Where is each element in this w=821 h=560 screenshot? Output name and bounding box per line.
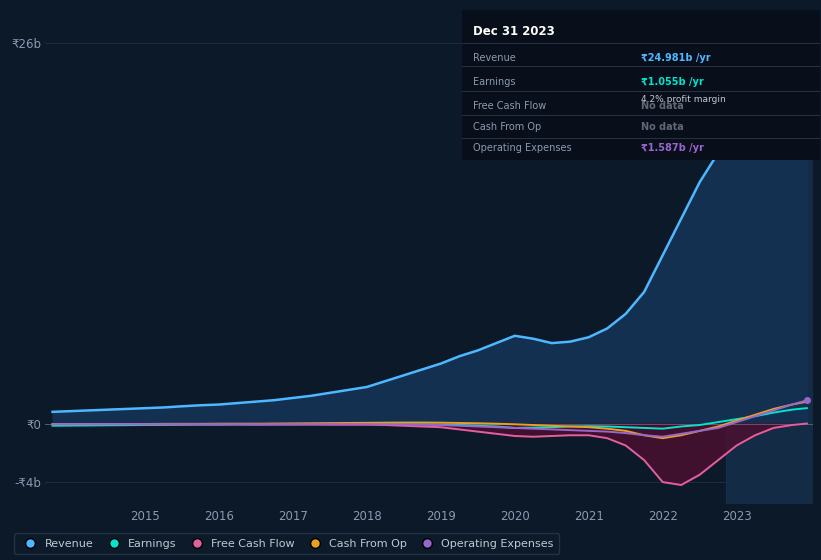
Bar — [726, 14, 814, 504]
Text: ₹1.587b /yr: ₹1.587b /yr — [641, 143, 704, 153]
Text: Earnings: Earnings — [473, 77, 516, 87]
Text: Cash From Op: Cash From Op — [473, 122, 541, 132]
Text: Revenue: Revenue — [473, 53, 516, 63]
Text: ₹24.981b /yr: ₹24.981b /yr — [641, 53, 711, 63]
Text: 4.2% profit margin: 4.2% profit margin — [641, 96, 726, 105]
Text: No data: No data — [641, 101, 684, 111]
Text: Operating Expenses: Operating Expenses — [473, 143, 571, 153]
Text: No data: No data — [641, 122, 684, 132]
Legend: Revenue, Earnings, Free Cash Flow, Cash From Op, Operating Expenses: Revenue, Earnings, Free Cash Flow, Cash … — [14, 533, 559, 554]
Text: Dec 31 2023: Dec 31 2023 — [473, 25, 554, 38]
Text: ₹1.055b /yr: ₹1.055b /yr — [641, 77, 704, 87]
Text: Free Cash Flow: Free Cash Flow — [473, 101, 546, 111]
